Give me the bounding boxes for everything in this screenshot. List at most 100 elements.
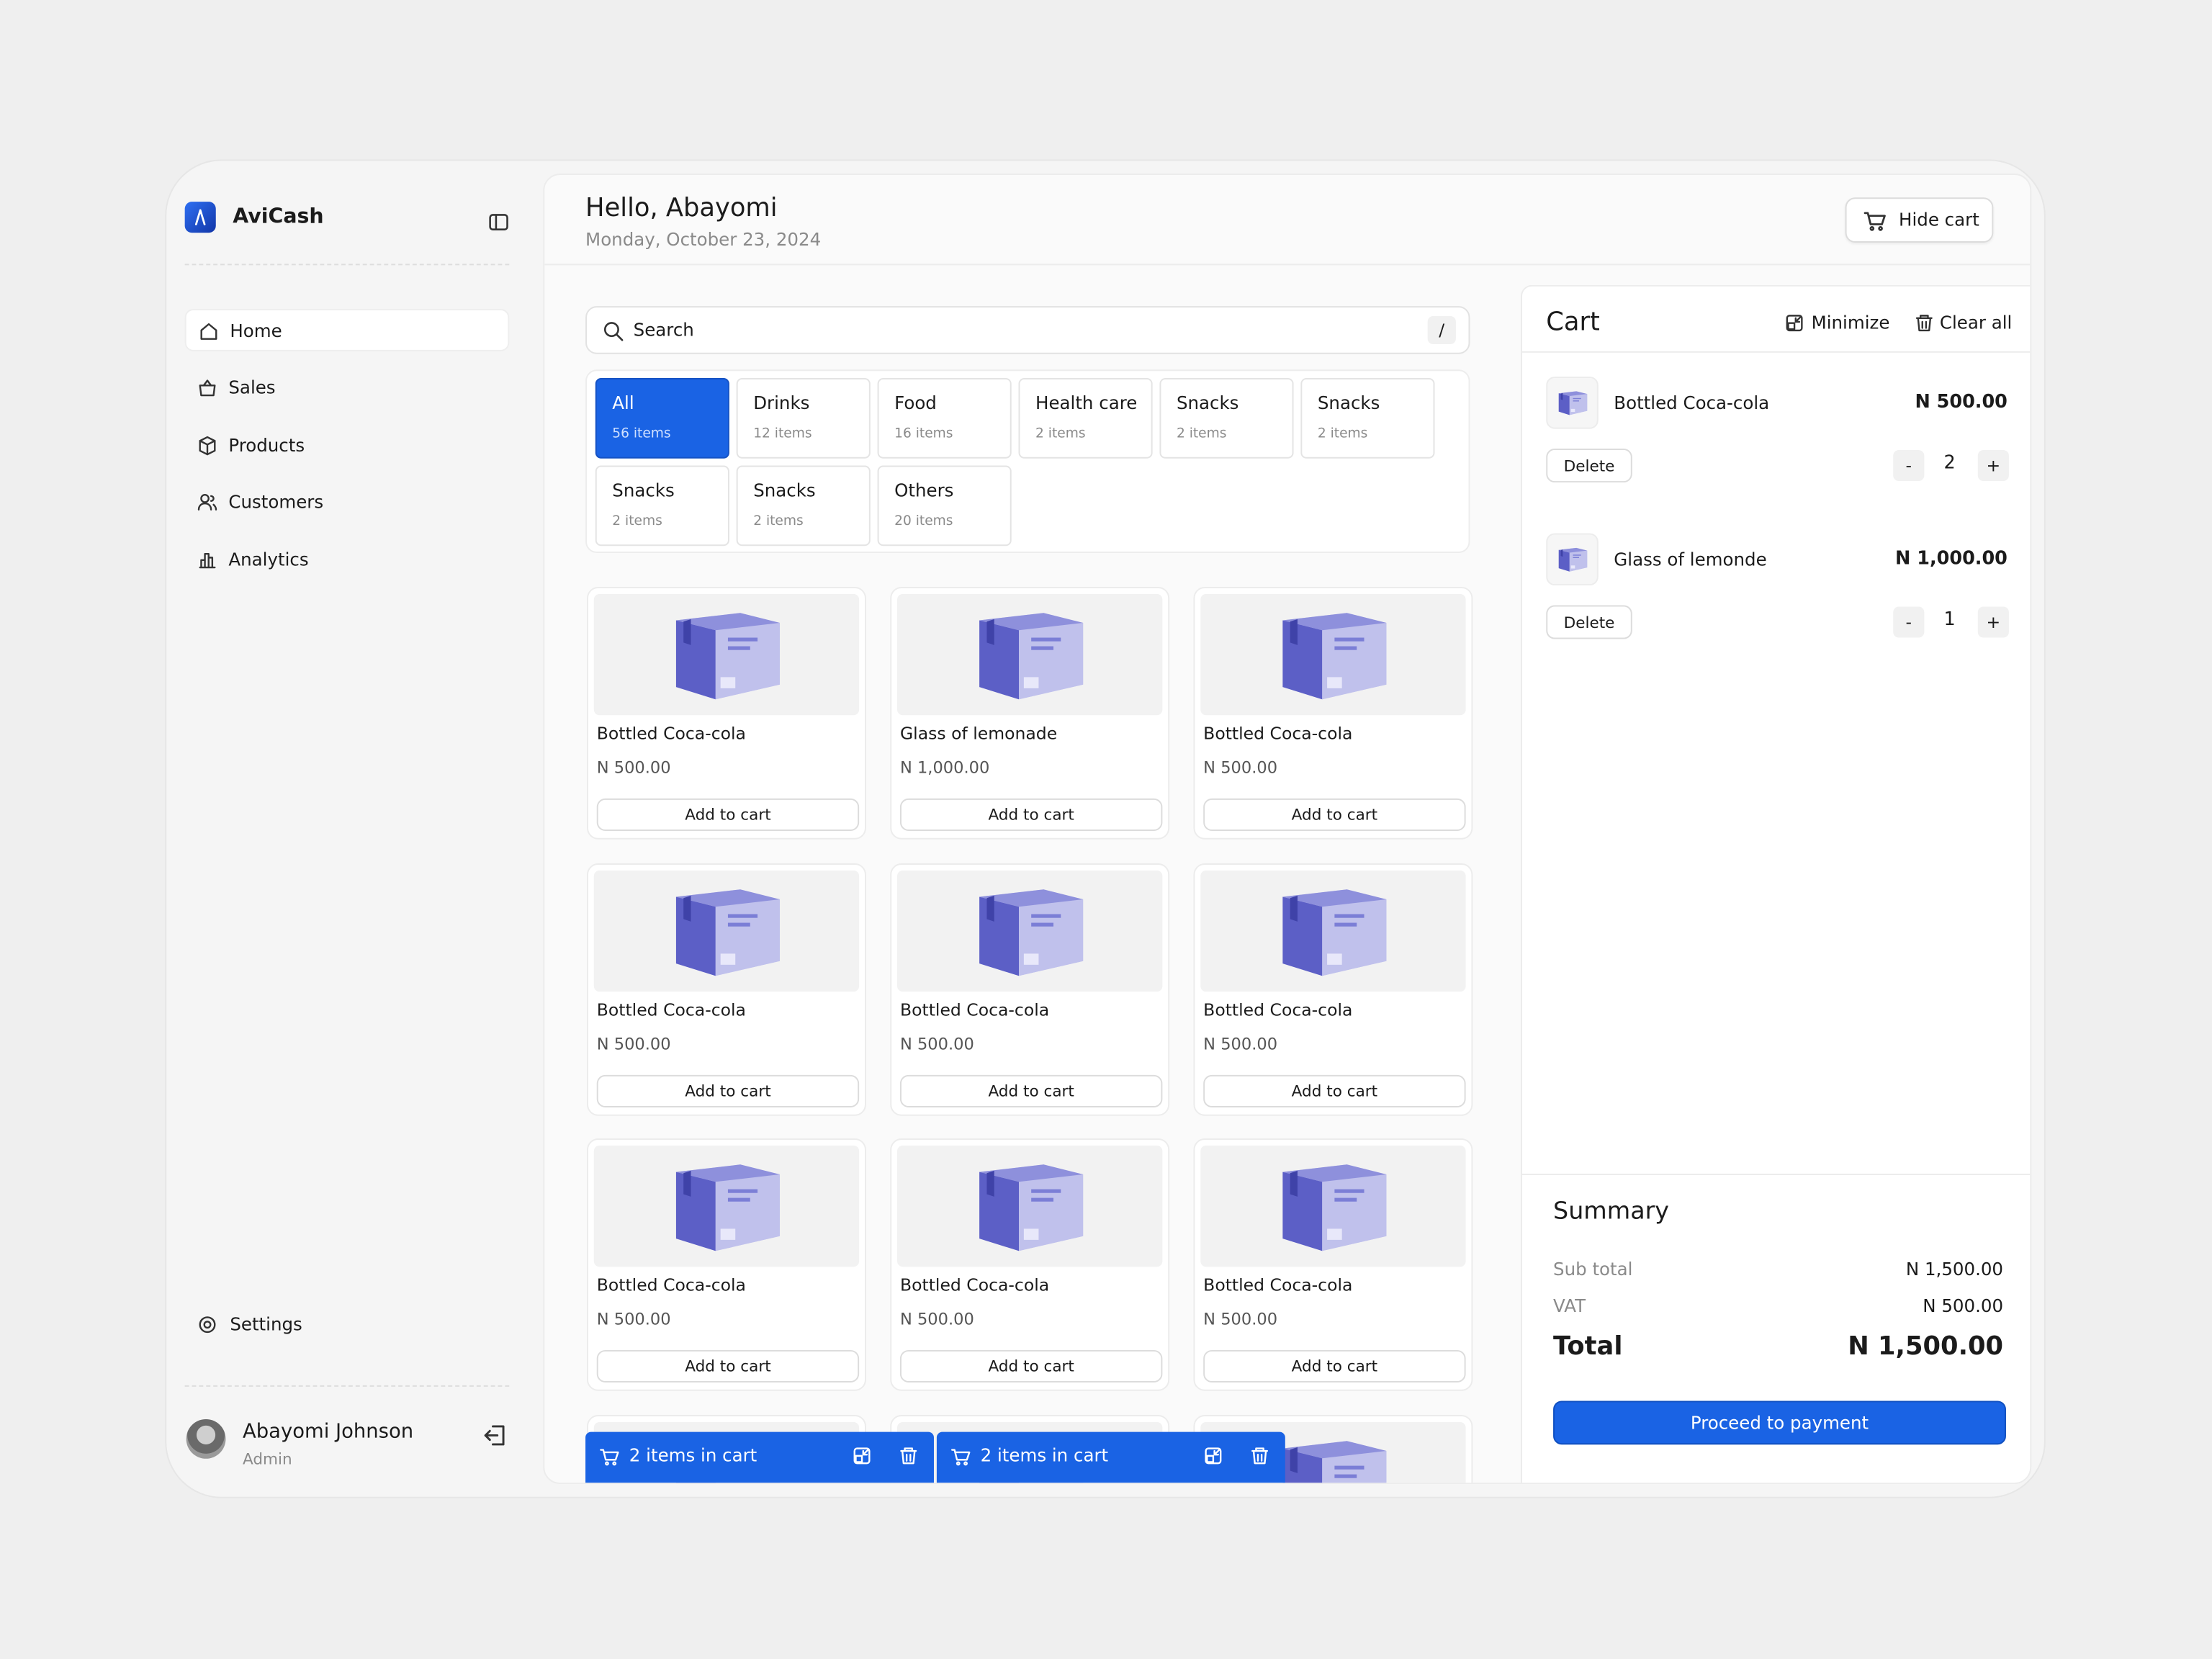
trash-icon — [1915, 315, 1933, 332]
category-chip[interactable]: Snacks 2 items — [1300, 378, 1435, 459]
product-image — [969, 608, 1093, 706]
nav-item[interactable]: Analytics — [185, 539, 510, 582]
product-image — [1556, 546, 1590, 574]
settings-label[interactable]: Settings — [230, 1313, 302, 1335]
qty-minus[interactable]: - — [1893, 449, 1925, 482]
product-image — [666, 608, 790, 706]
nav-icon — [200, 323, 217, 340]
add-to-cart-button[interactable]: Add to cart — [899, 1074, 1163, 1107]
category-name: Food — [894, 392, 937, 414]
divider — [184, 264, 510, 266]
nav-item[interactable]: Home — [184, 309, 510, 351]
product-name: Bottled Coca-cola — [1203, 724, 1353, 744]
category-name: Snacks — [753, 480, 816, 501]
product-image — [666, 1159, 790, 1258]
add-to-cart-button[interactable]: Add to cart — [596, 798, 860, 831]
product-card: Bottled Coca-cola N 500.00 Add to cart — [1193, 863, 1473, 1116]
add-to-cart-button[interactable]: Add to cart — [596, 1074, 860, 1107]
category-count: 20 items — [894, 513, 953, 529]
category-count: 56 items — [612, 426, 671, 442]
category-count: 2 items — [753, 513, 804, 529]
main-panel: Hello, Abayomi Monday, October 23, 2024 Hi… — [543, 173, 2032, 1485]
cart-panel: Cart Minimize Clear all Bottled Coca-cola N … — [1521, 284, 2031, 1483]
search-shortcut: / — [1427, 315, 1456, 345]
product-card: Bottled Coca-cola N 500.00 Add to cart — [890, 1138, 1170, 1391]
product-name: Bottled Coca-cola — [1203, 1000, 1353, 1020]
add-to-cart-button[interactable]: Add to cart — [596, 1349, 860, 1383]
sidebar-toggle — [489, 214, 508, 230]
category-chip[interactable]: Health care 2 items — [1018, 378, 1153, 459]
clear-all-button[interactable]: Clear all — [1939, 311, 2013, 333]
nav-icon — [199, 436, 216, 455]
qty-plus[interactable]: + — [1977, 606, 2009, 638]
cart-bar[interactable]: 2 items in cart — [585, 1431, 934, 1483]
subtotal-value: N 1,500.00 — [1905, 1258, 2004, 1280]
product-price: N 500.00 — [1203, 1034, 1278, 1054]
cart-icon — [1863, 212, 1886, 231]
product-price: N 1,000.00 — [899, 757, 990, 778]
minimize-icon — [1786, 315, 1803, 332]
add-to-cart-button[interactable]: Add to cart — [1203, 1349, 1466, 1383]
product-name: Bottled Coca-cola — [596, 1275, 746, 1295]
category-chip[interactable]: Snacks 2 items — [595, 465, 729, 547]
category-chip[interactable]: Others 20 items — [877, 465, 1012, 547]
category-name: Snacks — [612, 480, 675, 501]
divider — [1521, 1174, 2031, 1176]
search-icon — [603, 322, 624, 341]
cart-icon — [600, 1449, 619, 1466]
product-price: N 500.00 — [596, 757, 671, 778]
add-to-cart-button[interactable]: Add to cart — [1203, 1074, 1466, 1107]
add-to-cart-button[interactable]: Add to cart — [899, 798, 1163, 831]
category-chip[interactable]: Food 16 items — [877, 378, 1012, 459]
product-name: Bottled Coca-cola — [1203, 1275, 1353, 1295]
category-name: Health care — [1035, 392, 1138, 414]
category-chip[interactable]: All 56 items — [595, 378, 729, 459]
brand-logo — [184, 202, 216, 233]
product-name: Bottled Coca-cola — [899, 1000, 1050, 1020]
proceed-button[interactable]: Proceed to payment — [1553, 1401, 2006, 1445]
brand-logo-mark — [194, 209, 206, 225]
product-name: Bottled Coca-cola — [596, 1000, 746, 1020]
product-card: Bottled Coca-cola N 500.00 Add to cart — [587, 863, 866, 1116]
hide-cart-button[interactable]: Hide cart — [1845, 197, 1994, 243]
product-image — [1556, 390, 1590, 418]
cart-item-name: Glass of lemonde — [1614, 549, 1767, 570]
cart-item-price: N 1,000.00 — [1895, 549, 2008, 570]
product-price: N 500.00 — [899, 1309, 974, 1329]
cart-bar[interactable]: 2 items in cart — [936, 1431, 1285, 1483]
qty-minus[interactable]: - — [1893, 606, 1925, 638]
cart-item-name: Bottled Coca-cola — [1614, 392, 1770, 414]
cart-item-thumb — [1546, 377, 1599, 429]
vat-label: VAT — [1553, 1295, 1586, 1316]
category-name: Others — [894, 480, 954, 501]
minimize-button[interactable]: Minimize — [1811, 311, 1890, 333]
nav-item[interactable]: Customers — [185, 482, 510, 524]
search-box[interactable]: Search / — [585, 306, 1470, 354]
add-to-cart-button[interactable]: Add to cart — [899, 1349, 1163, 1383]
product-price: N 500.00 — [596, 1034, 671, 1054]
category-count: 2 items — [1317, 426, 1368, 442]
product-name: Glass of lemonade — [899, 724, 1058, 744]
category-chip[interactable]: Snacks 2 items — [1159, 378, 1294, 459]
product-card: Glass of lemonade N 1,000.00 Add to cart — [890, 587, 1170, 840]
nav-label: Products — [228, 433, 305, 456]
nav-item[interactable]: Sales — [185, 367, 510, 409]
hide-cart-label: Hide cart — [1899, 208, 1979, 230]
category-count: 2 items — [1035, 426, 1086, 442]
nav-icon — [197, 494, 217, 511]
product-name: Bottled Coca-cola — [596, 724, 746, 744]
logout-icon — [484, 1425, 505, 1446]
category-chip[interactable]: Drinks 12 items — [736, 378, 871, 459]
nav-item[interactable]: Products — [185, 424, 510, 467]
vat-value: N 500.00 — [1923, 1295, 2004, 1316]
category-chip[interactable]: Snacks 2 items — [736, 465, 871, 547]
delete-button[interactable]: Delete — [1546, 449, 1632, 483]
product-card: Bottled Coca-cola N 500.00 Add to cart — [1193, 587, 1473, 840]
qty-plus[interactable]: + — [1977, 449, 2009, 482]
add-to-cart-button[interactable]: Add to cart — [1203, 798, 1466, 831]
category-count: 12 items — [753, 426, 812, 442]
date: Monday, October 23, 2024 — [585, 228, 822, 250]
product-card: Bottled Coca-cola N 500.00 Add to cart — [1193, 1138, 1473, 1391]
delete-button[interactable]: Delete — [1546, 605, 1632, 639]
user-name: Abayomi Johnson — [242, 1420, 414, 1444]
